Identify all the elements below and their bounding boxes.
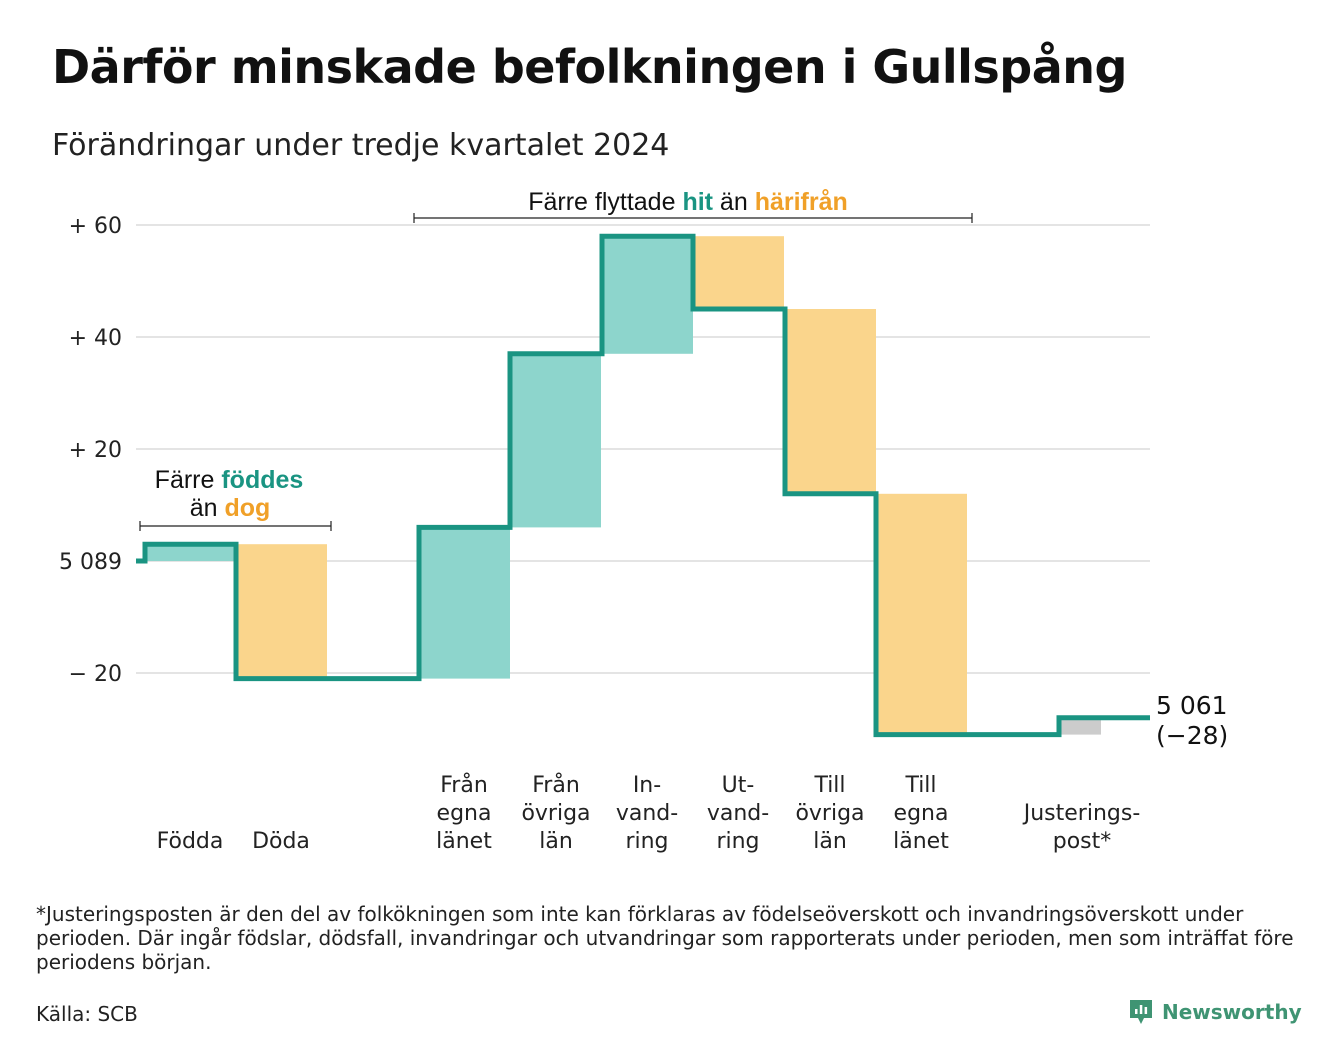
chart-subtitle: Förändringar under tredje kvartalet 2024 [52,128,670,163]
brand-name: Newsworthy [1162,1000,1302,1024]
bar [1059,717,1101,735]
y-tick-label: + 60 [69,214,122,239]
y-tick-label: + 20 [69,438,122,463]
x-category-label: länet [436,829,492,854]
x-category-label: Justerings- [1022,801,1141,826]
births-annotation-text: än [190,494,225,522]
migration-annotation-highlight: hit [682,188,713,216]
bar [236,544,327,679]
y-axis-tick-labels: + 60 + 40 + 20 5 089 − 20 [59,214,122,687]
end-value-label-text: 5 061 [1156,691,1228,720]
births-annotation-highlight: dog [224,494,270,522]
bar [419,527,510,679]
running-total-line-path [136,233,1150,738]
births-annotation-highlight: föddes [221,466,303,494]
footnote: *Justeringsposten är den del av folkökni… [36,902,1294,974]
births-annotation-text: Färre [155,466,222,494]
running-total-line [136,233,1150,738]
x-category-label: ring [716,829,759,854]
x-category-label: Döda [252,829,310,854]
bar [785,309,876,494]
newsworthy-logo-icon [1130,1000,1152,1024]
x-category-label: ring [625,829,668,854]
x-category-label: Till [813,773,845,798]
bars [145,236,1101,735]
brand-logo: Newsworthy [1128,998,1302,1026]
x-category-label: vand- [707,801,769,826]
x-category-label: Till [904,773,936,798]
y-tick-label: − 20 [69,662,122,687]
x-category-label: län [539,829,573,854]
x-category-label: övriga [521,801,590,826]
end-value-label: 5 061(−28) [1156,691,1228,750]
bar [693,236,784,309]
migration-annotation-highlight: härifrån [755,188,848,216]
migration-annotation-text: Färre flyttade [528,188,682,216]
migration-annotation-text: än [713,188,755,216]
y-tick-label: + 40 [69,326,122,351]
migration-annotation: Färre flyttade hit än härifrån [528,188,848,216]
births-annotation-line2: än dog [190,494,271,522]
bar [145,544,236,561]
x-category-label: länet [893,829,949,854]
x-category-label: egna [437,801,492,826]
end-change-label-text: (−28) [1156,721,1228,750]
x-category-label: post* [1053,829,1112,854]
y-tick-label: 5 089 [59,550,122,575]
bar [876,493,967,735]
x-category-label: Födda [157,829,224,854]
x-category-label: Ut- [722,773,755,798]
x-category-label: övriga [795,801,864,826]
x-category-label: egna [894,801,949,826]
bar [602,236,693,354]
source-label: Källa: SCB [36,1002,138,1026]
x-category-label: vand- [616,801,678,826]
waterfall-chart: + 60 + 40 + 20 5 089 − 20 Födda Döda Från egna l… [59,188,1228,854]
births-annotation-line1: Färre föddes [155,466,304,494]
x-category-label: län [813,829,847,854]
x-category-label: Från [440,772,488,798]
x-axis-category-labels: Födda Döda Från egna länet Från övriga län In-va… [157,772,1141,854]
chart-title: Därför minskade befolkningen i Gullspång [52,40,1127,94]
x-category-label: In- [633,773,661,798]
x-category-label: Från [532,772,580,798]
bar [510,353,601,528]
